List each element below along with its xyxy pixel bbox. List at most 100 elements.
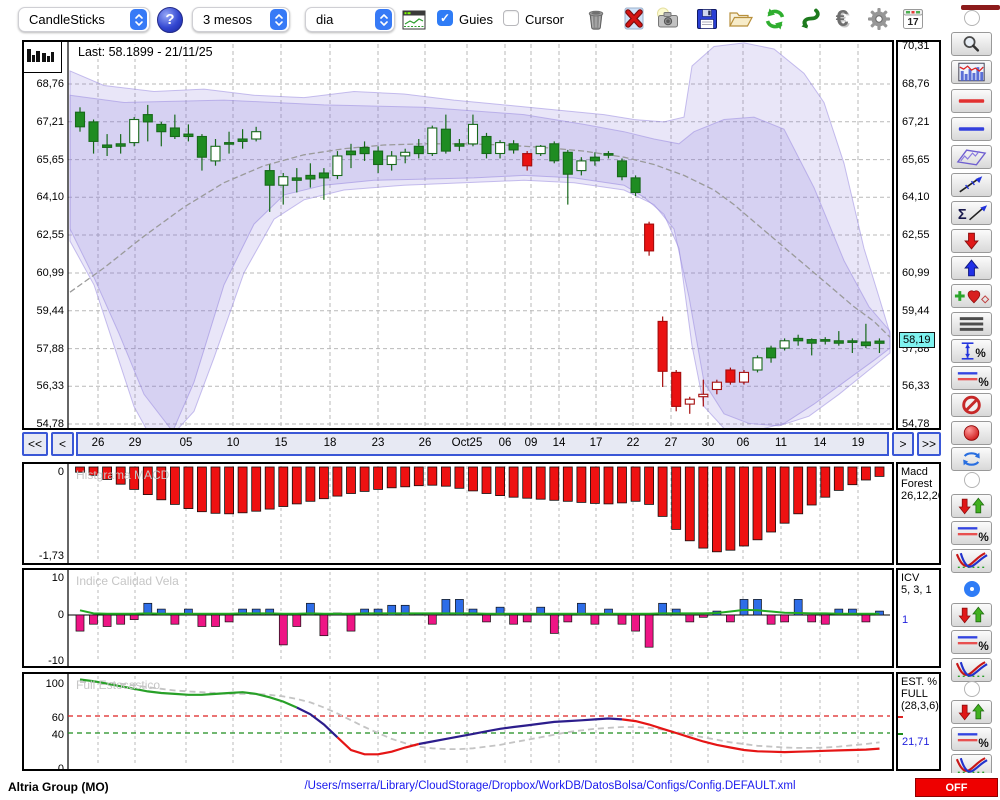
updown-arrows-icon[interactable] xyxy=(951,494,992,518)
panel-select-radio[interactable] xyxy=(964,10,980,26)
period-select[interactable]: 3 mesos xyxy=(192,7,290,32)
x-axis-tick-label: 06 xyxy=(736,437,750,449)
icv-value: 1 xyxy=(902,614,909,626)
panel-select-radio[interactable] xyxy=(964,681,980,697)
panel-select-radio[interactable] xyxy=(964,581,980,597)
y-axis-label: 64,10 xyxy=(902,191,930,203)
ticker-symbol: Altria Group (MO) xyxy=(8,780,109,794)
lines-percent-icon[interactable]: % xyxy=(951,366,992,390)
histogram-mini-icon xyxy=(24,42,62,73)
stoch-watermark: Full Estocastico xyxy=(76,678,161,692)
x-axis-tick-label: 27 xyxy=(664,437,678,449)
chart-type-select[interactable]: CandleSticks xyxy=(18,7,150,32)
red-hline-icon[interactable] xyxy=(951,89,992,113)
zoom-icon[interactable] xyxy=(951,32,992,56)
dip-curves-icon[interactable] xyxy=(951,658,992,682)
macd-params-label: Macd Forest 26,12,26 xyxy=(901,466,941,502)
stoch-value: 21,71 xyxy=(902,736,930,748)
settings-gear-icon[interactable] xyxy=(866,5,896,33)
stoch-y-label: 0 xyxy=(57,763,64,771)
y-axis-label: 59,44 xyxy=(36,305,64,317)
delete-x-icon[interactable] xyxy=(621,5,651,33)
x-axis-tick-label: 26 xyxy=(418,437,432,449)
lines-percent-icon[interactable]: % xyxy=(951,727,992,751)
channel-icon[interactable] xyxy=(951,145,992,169)
y-axis-label: 59,44 xyxy=(902,305,930,317)
lower-threshold-tick xyxy=(898,733,903,735)
y-axis-label: 67,21 xyxy=(36,116,64,128)
interval-select[interactable]: dia xyxy=(305,7,395,32)
y-axis-label: 68,76 xyxy=(36,78,64,90)
lines-percent-icon[interactable]: % xyxy=(951,521,992,545)
tool-sidebar: Σ%%%%% xyxy=(945,0,1000,800)
scroll-fast-right-button[interactable]: >> xyxy=(917,432,941,456)
cursor-checkbox[interactable] xyxy=(503,10,519,26)
x-axis-tick-label: 05 xyxy=(179,437,193,449)
svg-text:17: 17 xyxy=(907,17,919,28)
add-favorite-icon[interactable] xyxy=(951,284,992,308)
candlestick-plot[interactable] xyxy=(24,42,892,428)
euro-icon[interactable]: € € xyxy=(832,5,862,33)
swap-arrows-icon[interactable] xyxy=(951,447,992,471)
help-button[interactable]: ? xyxy=(157,7,183,33)
list-lines-icon[interactable] xyxy=(951,312,992,336)
updown-arrows-icon[interactable] xyxy=(951,700,992,724)
camera-icon[interactable] xyxy=(655,5,685,33)
stoch-params-label: EST. % FULL (28,3,6) xyxy=(901,676,939,712)
y-axis-label: 70,31 xyxy=(902,40,930,52)
trend-arrow-icon[interactable] xyxy=(951,173,992,197)
select-stepper-icon xyxy=(270,9,287,30)
last-price-tag: 58,19 xyxy=(899,332,935,348)
scroll-left-button[interactable]: < xyxy=(51,432,74,456)
svg-text:€: € xyxy=(836,6,849,31)
y-axis-label: 65,65 xyxy=(902,154,930,166)
main-chart-panel[interactable]: Last: 58.1899 - 21/11/25 68,76 67,21 65,65… xyxy=(22,40,894,430)
scroll-right-button[interactable]: > xyxy=(892,432,914,456)
x-axis-tick-label: 19 xyxy=(851,437,865,449)
scroll-fast-left-button[interactable]: << xyxy=(22,432,48,456)
x-axis-tick-label: Oct25 xyxy=(451,437,483,449)
reload-icon[interactable] xyxy=(762,5,792,33)
lines-percent-icon[interactable]: % xyxy=(951,630,992,654)
x-axis-tick-label: 11 xyxy=(775,437,787,449)
y-axis-label: 54,78 xyxy=(36,418,64,430)
macd-y-label: -1,73 xyxy=(38,550,64,562)
guies-checkbox[interactable] xyxy=(437,10,453,26)
arrow-up-blue-icon[interactable] xyxy=(951,256,992,280)
x-axis-tick-label: 15 xyxy=(274,437,288,449)
blue-hline-icon[interactable] xyxy=(951,117,992,141)
y-axis-label: 64,10 xyxy=(36,191,64,203)
chart-type-value: CandleSticks xyxy=(29,12,105,27)
sum-trend-icon[interactable]: Σ xyxy=(951,201,992,225)
y-axis-label: 65,65 xyxy=(36,154,64,166)
panel-mixed-chart-icon[interactable] xyxy=(951,60,992,84)
open-folder-icon[interactable] xyxy=(727,5,757,33)
y-axis-label: 56,33 xyxy=(36,380,64,392)
svg-text:%: % xyxy=(978,640,989,653)
calendar-icon[interactable]: 17 xyxy=(900,5,930,33)
icv-bars-plot xyxy=(67,570,890,666)
undo-green-icon[interactable] xyxy=(797,5,827,33)
panel-select-radio[interactable] xyxy=(964,472,980,488)
main-chart-right-axis: 70,31 68,76 67,21 65,65 64,10 62,55 60,99 59,44… xyxy=(896,40,941,430)
vertical-range-percent-icon[interactable]: % xyxy=(951,339,992,363)
stochastic-plot xyxy=(67,674,890,769)
y-axis-label: 60,99 xyxy=(36,267,64,279)
save-icon[interactable] xyxy=(694,5,724,33)
macd-y-label: 0 xyxy=(57,466,64,478)
record-dot-icon[interactable] xyxy=(951,421,992,445)
updown-arrows-icon[interactable] xyxy=(951,603,992,627)
icv-right-axis: ICV 5, 3, 1 1 xyxy=(896,568,941,668)
x-axis-tick-label: 14 xyxy=(813,437,827,449)
forbid-icon[interactable] xyxy=(951,393,992,417)
svg-text:%: % xyxy=(978,376,989,389)
trash-icon[interactable] xyxy=(583,5,613,33)
y-axis-label: 57,88 xyxy=(36,343,64,355)
off-button[interactable]: OFF xyxy=(915,778,998,797)
dip-curves-icon[interactable] xyxy=(951,549,992,573)
x-axis-scrollbar[interactable]: 26 29 05 10 15 18 23 26 Oct25 06 09 14 17 22 27 30 06 11 1… xyxy=(76,432,889,456)
chart-window-button[interactable] xyxy=(402,9,428,31)
arrow-down-red-icon[interactable] xyxy=(951,229,992,253)
last-price-label: Last: 58.1899 - 21/11/25 xyxy=(74,45,217,59)
